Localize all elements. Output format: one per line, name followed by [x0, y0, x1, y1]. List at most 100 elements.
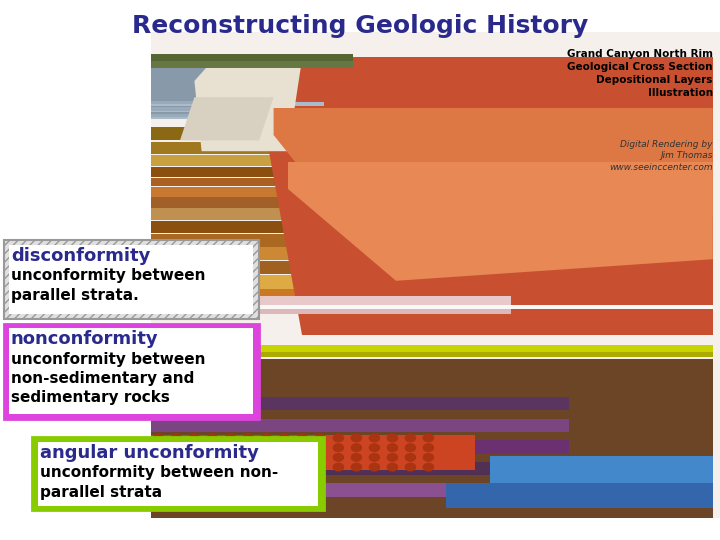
- Bar: [151, 221, 353, 233]
- Circle shape: [405, 463, 415, 471]
- FancyBboxPatch shape: [38, 442, 318, 506]
- Circle shape: [405, 444, 415, 451]
- FancyBboxPatch shape: [4, 240, 259, 319]
- Bar: [151, 359, 713, 518]
- Bar: [151, 102, 324, 106]
- Circle shape: [243, 434, 253, 442]
- Circle shape: [207, 463, 217, 471]
- Circle shape: [225, 463, 235, 471]
- Bar: [151, 208, 353, 220]
- Bar: [151, 178, 338, 186]
- Circle shape: [315, 454, 325, 461]
- Circle shape: [297, 444, 307, 451]
- Circle shape: [333, 463, 343, 471]
- Circle shape: [153, 463, 163, 471]
- Circle shape: [261, 454, 271, 461]
- Circle shape: [369, 434, 379, 442]
- Bar: [151, 114, 324, 119]
- Bar: [151, 289, 382, 304]
- Bar: [151, 483, 569, 497]
- Circle shape: [387, 454, 397, 461]
- Text: angular unconformity: angular unconformity: [40, 444, 258, 462]
- Bar: [151, 397, 569, 410]
- FancyBboxPatch shape: [9, 245, 253, 314]
- Bar: [446, 483, 713, 508]
- Text: nonconformity: nonconformity: [11, 330, 158, 348]
- Circle shape: [207, 434, 217, 442]
- Circle shape: [405, 434, 415, 442]
- Circle shape: [243, 463, 253, 471]
- Circle shape: [189, 444, 199, 451]
- Circle shape: [369, 444, 379, 451]
- Circle shape: [387, 434, 397, 442]
- Bar: [151, 234, 353, 247]
- Circle shape: [279, 434, 289, 442]
- Circle shape: [333, 434, 343, 442]
- Bar: [151, 275, 382, 289]
- Bar: [151, 440, 569, 454]
- Circle shape: [225, 454, 235, 461]
- Bar: [151, 296, 511, 308]
- Circle shape: [279, 444, 289, 451]
- Circle shape: [405, 454, 415, 461]
- Bar: [151, 167, 338, 177]
- Polygon shape: [274, 108, 713, 243]
- Circle shape: [351, 434, 361, 442]
- Bar: [151, 114, 238, 117]
- Circle shape: [369, 463, 379, 471]
- Bar: [151, 345, 713, 354]
- Polygon shape: [194, 57, 302, 151]
- Bar: [151, 32, 720, 518]
- Bar: [151, 101, 238, 104]
- Bar: [151, 187, 338, 197]
- Circle shape: [279, 463, 289, 471]
- Circle shape: [423, 444, 433, 451]
- Circle shape: [171, 444, 181, 451]
- Circle shape: [369, 454, 379, 461]
- Circle shape: [153, 434, 163, 442]
- Circle shape: [297, 454, 307, 461]
- Circle shape: [315, 463, 325, 471]
- Circle shape: [333, 454, 343, 461]
- FancyBboxPatch shape: [32, 437, 324, 510]
- Circle shape: [225, 434, 235, 442]
- Circle shape: [279, 454, 289, 461]
- Bar: [151, 142, 338, 154]
- Circle shape: [261, 463, 271, 471]
- Circle shape: [171, 454, 181, 461]
- Text: Digital Rendering by
Jim Thomas
www.seeinccenter.com: Digital Rendering by Jim Thomas www.seei…: [609, 140, 713, 172]
- Circle shape: [225, 444, 235, 451]
- Circle shape: [243, 444, 253, 451]
- Circle shape: [243, 454, 253, 461]
- FancyBboxPatch shape: [4, 324, 259, 418]
- Circle shape: [315, 434, 325, 442]
- Text: Reconstructing Geologic History: Reconstructing Geologic History: [132, 14, 588, 37]
- FancyBboxPatch shape: [9, 328, 253, 414]
- Circle shape: [387, 463, 397, 471]
- Polygon shape: [252, 57, 713, 335]
- Circle shape: [351, 454, 361, 461]
- Circle shape: [261, 434, 271, 442]
- Circle shape: [171, 463, 181, 471]
- Polygon shape: [288, 162, 713, 281]
- Circle shape: [189, 463, 199, 471]
- Circle shape: [315, 444, 325, 451]
- Circle shape: [189, 434, 199, 442]
- Bar: [490, 456, 713, 505]
- Text: unconformity between
parallel strata.: unconformity between parallel strata.: [11, 268, 205, 302]
- Bar: [151, 197, 338, 208]
- Circle shape: [423, 463, 433, 471]
- Circle shape: [351, 444, 361, 451]
- Text: unconformity between
non-sedimentary and
sedimentary rocks: unconformity between non-sedimentary and…: [11, 352, 205, 406]
- Circle shape: [171, 434, 181, 442]
- Text: unconformity between non-
parallel strata: unconformity between non- parallel strat…: [40, 465, 278, 500]
- Bar: [151, 462, 569, 475]
- Polygon shape: [180, 97, 274, 140]
- Circle shape: [207, 454, 217, 461]
- Circle shape: [351, 463, 361, 471]
- Polygon shape: [151, 305, 713, 309]
- Bar: [151, 435, 475, 470]
- Circle shape: [333, 444, 343, 451]
- Bar: [151, 107, 238, 111]
- Bar: [151, 61, 353, 68]
